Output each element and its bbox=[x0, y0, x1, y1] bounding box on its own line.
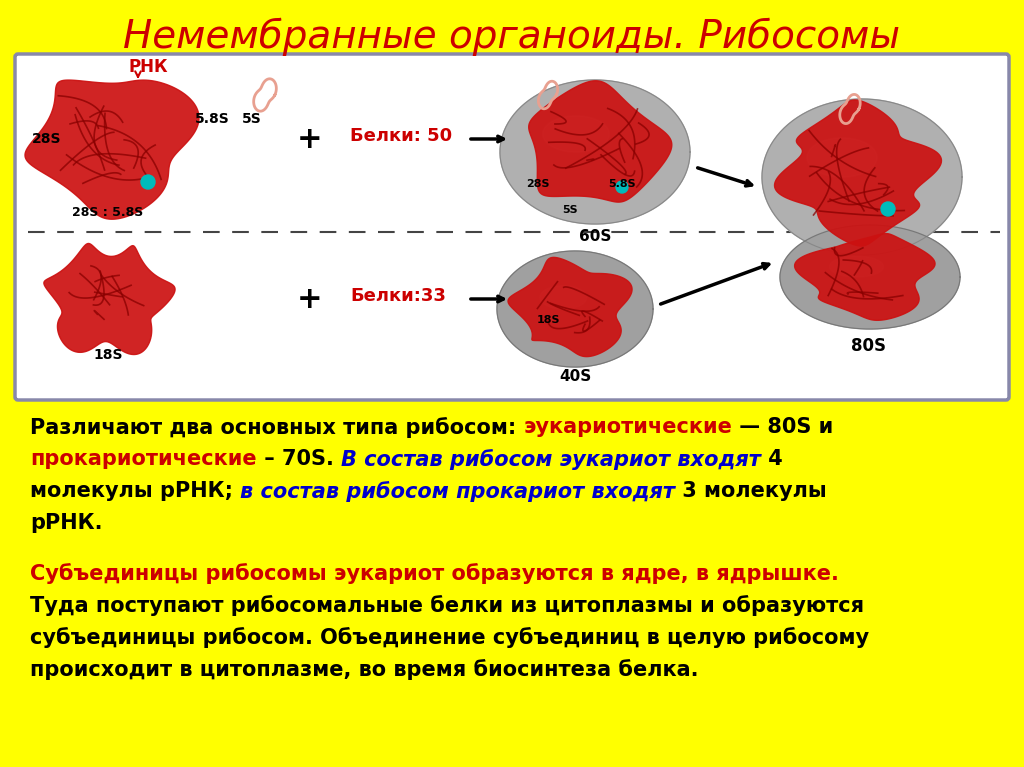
Polygon shape bbox=[780, 225, 961, 329]
Text: 5S: 5S bbox=[242, 112, 262, 126]
Text: Различают два основных типа рибосом:: Различают два основных типа рибосом: bbox=[30, 417, 523, 438]
Text: 40S: 40S bbox=[559, 369, 591, 384]
Polygon shape bbox=[25, 80, 199, 219]
Text: 18S: 18S bbox=[93, 348, 123, 362]
Text: Белки: 50: Белки: 50 bbox=[350, 127, 453, 145]
Text: Белки:33: Белки:33 bbox=[350, 287, 445, 305]
Polygon shape bbox=[762, 99, 962, 255]
Text: 28S: 28S bbox=[526, 179, 550, 189]
Polygon shape bbox=[44, 243, 175, 354]
Text: 60S: 60S bbox=[579, 229, 611, 244]
Polygon shape bbox=[543, 116, 609, 152]
Text: Туда поступают рибосомальные белки из цитоплазмы и образуются: Туда поступают рибосомальные белки из ци… bbox=[30, 595, 864, 616]
Text: 4: 4 bbox=[761, 449, 782, 469]
Text: 28S : 5.8S: 28S : 5.8S bbox=[73, 206, 143, 219]
Polygon shape bbox=[795, 234, 935, 321]
Text: 80S: 80S bbox=[851, 337, 886, 355]
Polygon shape bbox=[774, 100, 941, 246]
Text: 5S: 5S bbox=[562, 205, 578, 215]
Text: Немембранные органоиды. Рибосомы: Немембранные органоиды. Рибосомы bbox=[124, 18, 900, 56]
Text: 28S: 28S bbox=[32, 132, 61, 146]
Polygon shape bbox=[508, 258, 632, 357]
Polygon shape bbox=[497, 251, 653, 367]
Text: эукариотические: эукариотические bbox=[523, 417, 732, 437]
Text: происходит в цитоплазме, во время биосинтеза белка.: происходит в цитоплазме, во время биосин… bbox=[30, 659, 698, 680]
Text: +: + bbox=[297, 124, 323, 153]
Text: – 70S.: – 70S. bbox=[257, 449, 341, 469]
FancyBboxPatch shape bbox=[15, 54, 1009, 400]
Text: 18S: 18S bbox=[537, 315, 560, 325]
Text: 3 молекулы: 3 молекулы bbox=[675, 481, 827, 501]
Polygon shape bbox=[500, 80, 690, 224]
Text: прокариотические: прокариотические bbox=[30, 449, 257, 469]
Text: рРНК.: рРНК. bbox=[30, 513, 102, 533]
Circle shape bbox=[881, 202, 895, 216]
Polygon shape bbox=[540, 286, 587, 309]
Text: субъединицы рибосом. Объединение субъединиц в целую рибосому: субъединицы рибосом. Объединение субъеди… bbox=[30, 627, 869, 648]
Circle shape bbox=[616, 181, 628, 193]
Text: 5.8S: 5.8S bbox=[608, 179, 636, 189]
Text: +: + bbox=[297, 285, 323, 314]
Polygon shape bbox=[829, 256, 884, 277]
Text: 5.8S: 5.8S bbox=[195, 112, 229, 126]
Text: Субъединицы рибосомы эукариот образуются в ядре, в ядрышке.: Субъединицы рибосомы эукариот образуются… bbox=[30, 563, 839, 584]
Text: молекулы рРНК;: молекулы рРНК; bbox=[30, 481, 241, 501]
Text: в состав рибосом прокариот входят: в состав рибосом прокариот входят bbox=[241, 481, 675, 502]
Polygon shape bbox=[807, 138, 877, 177]
Text: РНК: РНК bbox=[128, 58, 168, 76]
Text: В состав рибосом эукариот входят: В состав рибосом эукариот входят bbox=[341, 449, 761, 470]
Text: — 80S и: — 80S и bbox=[732, 417, 834, 437]
Polygon shape bbox=[528, 81, 672, 202]
Circle shape bbox=[141, 175, 155, 189]
